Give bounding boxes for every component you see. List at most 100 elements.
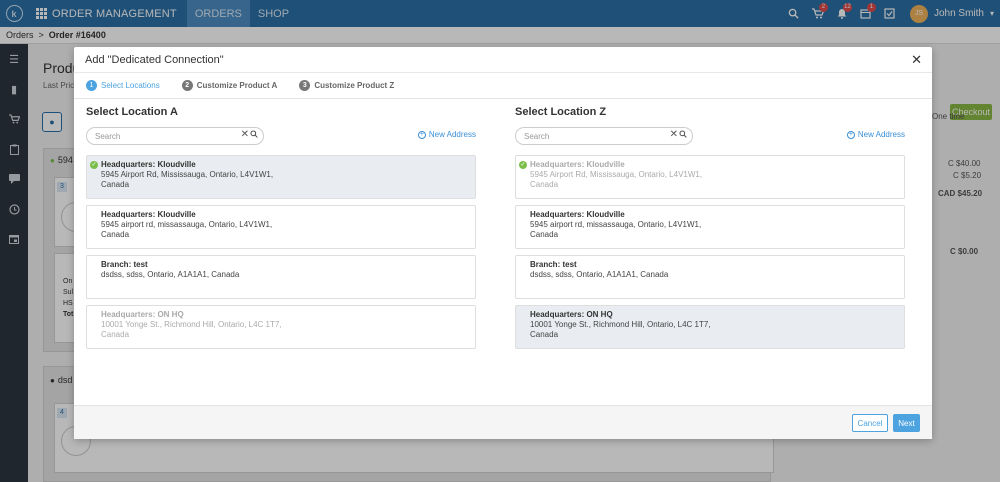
avatar[interactable]: JS <box>909 4 928 23</box>
location-name: Headquarters: ON HQ <box>101 310 184 319</box>
card-location-label-2: dsd <box>57 375 73 385</box>
location-name: Branch: test <box>530 260 577 269</box>
top-bar: k ORDER MANAGEMENT ORDERS SHOP 2 12 1 JS… <box>0 0 1000 27</box>
cart-nav-icon[interactable] <box>0 104 28 134</box>
calendar-badge: 1 <box>866 3 876 12</box>
location-name: Branch: test <box>101 260 148 269</box>
breadcrumb: Orders > Order #16400 <box>0 27 1000 44</box>
location-z-search-row: ✕ + New Address <box>515 127 905 145</box>
step-badge-2: 4 <box>57 408 67 418</box>
location-address-line2: Canada <box>101 330 130 339</box>
modal-title: Add "Dedicated Connection" <box>85 53 224 66</box>
location-a-option[interactable]: Headquarters: Kloudville 5945 airport rd… <box>86 205 476 249</box>
location-z-search-box: ✕ <box>515 127 693 145</box>
clear-search-icon[interactable]: ✕ <box>669 129 678 140</box>
check-circle-icon: ✓ <box>519 161 527 169</box>
location-name: Headquarters: Kloudville <box>101 210 196 219</box>
plus-circle-icon: + <box>417 130 426 139</box>
map-pin-icon-2: ● <box>50 375 55 385</box>
step-label-1: Select Locations <box>101 81 160 90</box>
cancel-button[interactable]: Cancel <box>852 414 888 432</box>
step-customize-product-z[interactable]: 3 Customize Product Z <box>299 80 394 91</box>
location-address-line1: 10001 Yonge St., Richmond Hill, Ontario,… <box>530 320 711 329</box>
location-a-column: Select Location A ✕ + New Address ✓ Head… <box>86 106 476 355</box>
location-address-line1: 5945 airport rd, missassauga, Ontario, L… <box>101 220 273 229</box>
chevron-down-icon[interactable]: ▾ <box>989 9 994 18</box>
step-select-locations[interactable]: 1 Select Locations <box>86 80 160 91</box>
price-3: C $0.00 <box>950 247 979 256</box>
tab-orders[interactable]: ORDERS <box>186 0 250 27</box>
top-right-tools: 2 12 1 JS John Smith ▾ <box>782 0 1000 27</box>
close-icon[interactable]: ✕ <box>911 52 922 67</box>
location-z-option[interactable]: Headquarters: Kloudville 5945 airport rd… <box>515 205 905 249</box>
location-address-line1: dsdss, sdss, Ontario, A1A1A1, Canada <box>101 270 240 279</box>
search-icon[interactable] <box>782 0 806 27</box>
calendar-icon[interactable]: 1 <box>854 0 878 27</box>
step-number-2: 2 <box>181 80 193 91</box>
checkout-button[interactable]: Checkout <box>950 104 992 120</box>
breadcrumb-separator: > <box>38 30 44 40</box>
location-a-search-input[interactable] <box>95 131 225 141</box>
next-button[interactable]: Next <box>893 414 920 432</box>
check-circle-icon: ✓ <box>90 161 98 169</box>
bell-icon[interactable]: 12 <box>830 0 854 27</box>
location-a-list: ✓ Headquarters: Kloudville 5945 Airport … <box>86 155 476 349</box>
location-z-list: ✓ Headquarters: Kloudville 5945 Airport … <box>515 155 905 349</box>
location-address-line2: Canada <box>530 180 559 189</box>
chat-icon[interactable] <box>0 164 28 194</box>
cart-badge: 2 <box>818 3 828 12</box>
search-icon[interactable] <box>250 130 258 140</box>
location-name: Headquarters: Kloudville <box>530 210 625 219</box>
grid-icon <box>36 8 47 19</box>
location-name: Headquarters: ON HQ <box>530 310 613 319</box>
clear-search-icon[interactable]: ✕ <box>240 129 249 140</box>
document-icon[interactable]: ▮ <box>10 83 18 96</box>
calendar-nav-icon[interactable] <box>0 224 28 254</box>
location-a-title: Select Location A <box>86 106 178 118</box>
location-z-new-address-link[interactable]: + New Address <box>846 130 905 139</box>
page-title: Produ <box>43 60 81 76</box>
modal-header: Add "Dedicated Connection" ✕ <box>74 47 932 73</box>
location-pin-icon[interactable]: ● <box>42 112 62 132</box>
wizard-steps: 1 Select Locations 2 Customize Product A… <box>74 73 932 99</box>
location-z-option[interactable]: Branch: test dsdss, sdss, Ontario, A1A1A… <box>515 255 905 299</box>
step-label-2: Customize Product A <box>196 81 278 90</box>
step-number-1: 1 <box>86 80 97 91</box>
hamburger-icon[interactable]: ☰ <box>9 53 19 66</box>
tasks-icon[interactable] <box>878 0 902 27</box>
step-badge: 3 <box>57 182 67 192</box>
location-a-option[interactable]: ✓ Headquarters: Kloudville 5945 Airport … <box>86 155 476 199</box>
cart-icon[interactable]: 2 <box>806 0 830 27</box>
search-icon[interactable] <box>679 130 687 140</box>
location-z-search-input[interactable] <box>524 131 654 141</box>
plus-circle-icon: + <box>846 130 855 139</box>
add-dedicated-connection-modal: Add "Dedicated Connection" ✕ 1 Select Lo… <box>74 47 932 439</box>
step-label-3: Customize Product Z <box>314 81 395 90</box>
user-name[interactable]: John Smith <box>933 8 984 19</box>
location-a-new-address-link[interactable]: + New Address <box>417 130 476 139</box>
breadcrumb-orders[interactable]: Orders <box>6 30 34 40</box>
app-menu[interactable]: ORDER MANAGEMENT <box>36 0 187 27</box>
location-a-option[interactable]: Branch: test dsdss, sdss, Ontario, A1A1A… <box>86 255 476 299</box>
location-address-line1: 5945 Airport Rd, Mississauga, Ontario, L… <box>530 170 703 179</box>
notifications-badge: 12 <box>842 3 852 12</box>
location-name: Headquarters: Kloudville <box>101 160 196 169</box>
location-address-line1: dsdss, sdss, Ontario, A1A1A1, Canada <box>530 270 669 279</box>
location-a-search-box: ✕ <box>86 127 264 145</box>
tab-shop[interactable]: SHOP <box>257 7 290 20</box>
summary-text-4: Tot <box>63 311 74 318</box>
app-logo[interactable]: k <box>0 0 28 27</box>
one-time-label: One time <box>932 112 965 121</box>
location-z-option[interactable]: Headquarters: ON HQ 10001 Yonge St., Ric… <box>515 305 905 349</box>
clipboard-icon[interactable] <box>0 134 28 164</box>
price-2: C $5.20 <box>953 171 982 180</box>
location-a-option-disabled: Headquarters: ON HQ 10001 Yonge St., Ric… <box>86 305 476 349</box>
location-z-option-disabled: ✓ Headquarters: Kloudville 5945 Airport … <box>515 155 905 199</box>
clock-icon[interactable] <box>0 194 28 224</box>
step-customize-product-a[interactable]: 2 Customize Product A <box>181 80 278 91</box>
location-address-line1: 5945 Airport Rd, Mississauga, Ontario, L… <box>101 170 274 179</box>
price-total: CAD $45.20 <box>938 189 983 198</box>
location-z-column: Select Location Z ✕ + New Address ✓ Head… <box>515 106 905 355</box>
location-address-line2: Canada <box>101 230 130 239</box>
location-address-line2: Canada <box>530 330 559 339</box>
